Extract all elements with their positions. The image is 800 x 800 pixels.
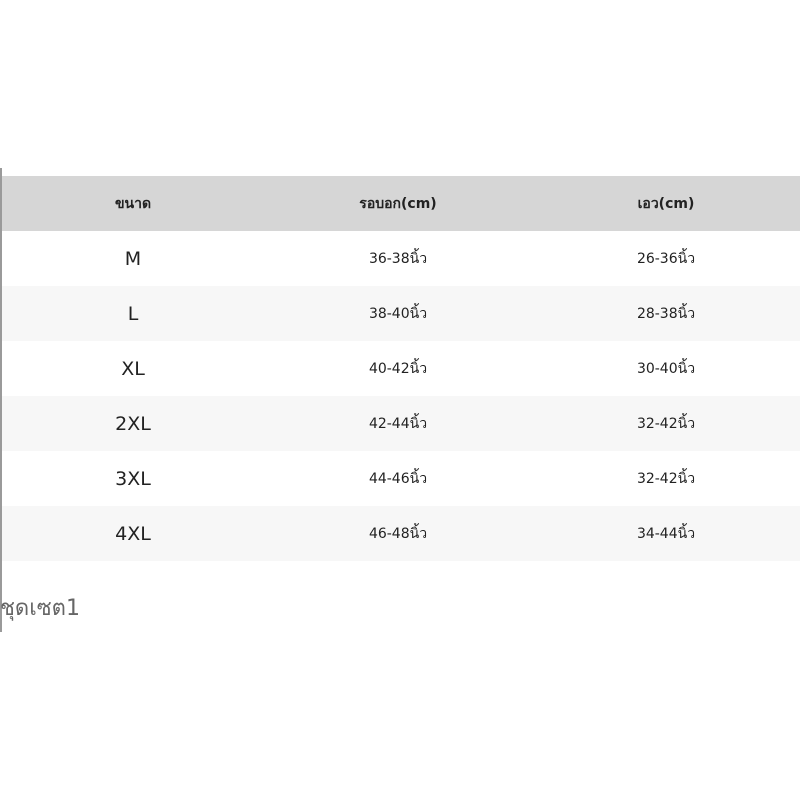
table-row: 3XL 44-46นิ้ว 32-42นิ้ว [2,451,800,506]
cell-chest: 42-44นิ้ว [368,415,428,432]
cell-size: 2XL [115,412,151,435]
header-size: ขนาด [114,195,152,212]
table-row: XL 40-42นิ้ว 30-40นิ้ว [2,341,800,396]
cell-waist: 34-44นิ้ว [636,525,696,542]
table-row: 2XL 42-44นิ้ว 32-42นิ้ว [2,396,800,451]
cell-size: 3XL [115,467,151,490]
cell-chest: 38-40นิ้ว [368,305,428,322]
table-row: L 38-40นิ้ว 28-38นิ้ว [2,286,800,341]
header-waist: เอว(cm) [637,195,695,212]
cell-waist: 28-38นิ้ว [636,305,696,322]
table-row: M 36-38นิ้ว 26-36นิ้ว [2,231,800,286]
cell-chest: 44-46นิ้ว [368,470,428,487]
cell-chest: 36-38นิ้ว [368,250,428,267]
cell-size: M [124,247,142,270]
size-table: ขนาด รอบอก(cm) เอว(cm) M 36-38นิ้ว 26-36นิ… [2,176,800,561]
table-header: ขนาด รอบอก(cm) เอว(cm) [2,176,800,231]
cell-waist: 32-42นิ้ว [636,470,696,487]
cell-chest: 46-48นิ้ว [368,525,428,542]
cell-waist: 26-36นิ้ว [636,250,696,267]
header-chest: รอบอก(cm) [359,195,437,212]
caption: ชุดเซต1 [0,596,80,621]
cell-waist: 32-42นิ้ว [636,415,696,432]
cell-size: L [127,302,139,325]
cell-size: 4XL [115,522,151,545]
cell-size: XL [121,357,145,380]
left-border [0,168,2,632]
cell-waist: 30-40นิ้ว [636,360,696,377]
cell-chest: 40-42นิ้ว [368,360,428,377]
table-row: 4XL 46-48นิ้ว 34-44นิ้ว [2,506,800,561]
